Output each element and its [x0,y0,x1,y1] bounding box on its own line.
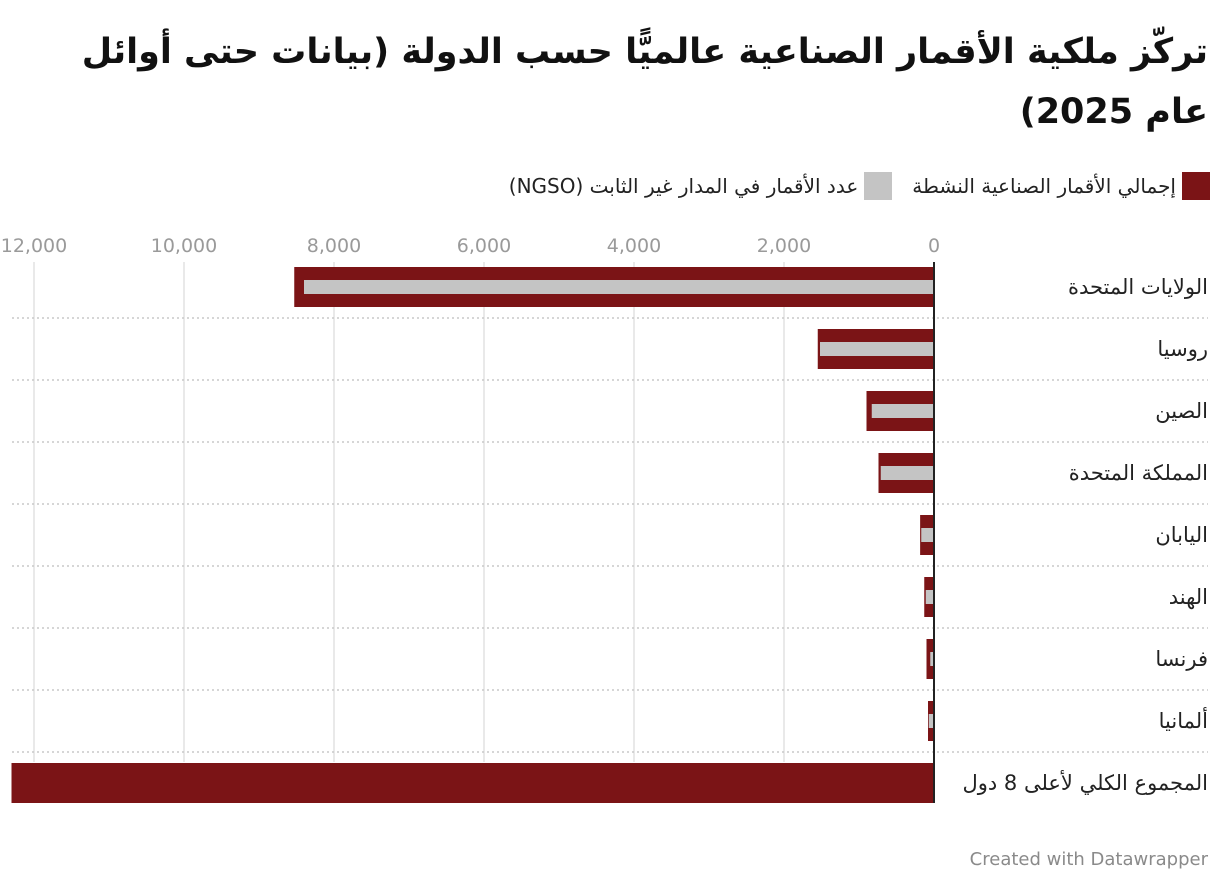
category-label: فرنسا [1155,647,1208,671]
x-tick-label: 0 [928,235,940,257]
category-label: اليابان [1155,523,1208,547]
bar-ngso [925,590,934,604]
legend-label-ngso: عدد الأقمار في المدار غير الثابت (NGSO) [508,174,859,198]
category-label: المملكة المتحدة [1069,461,1208,485]
category-label: الولايات المتحدة [1068,275,1208,299]
x-tick-label: 6,000 [457,235,511,257]
bar-ngso [304,280,934,294]
bar-ngso [930,652,934,666]
category-label: المجموع الكلي لأعلى 8 دول [962,770,1208,795]
legend-label-total: إجمالي الأقمار الصناعية النشطة [912,174,1176,198]
x-tick-label: 12,000 [1,235,67,257]
legend-swatch-ngso [864,172,893,200]
category-label: الهند [1169,585,1208,609]
x-tick-label: 4,000 [607,235,661,257]
legend-item-total: إجمالي الأقمار الصناعية النشطة [912,172,1210,200]
bar-ngso [921,528,934,542]
bar-ngso [928,714,934,728]
bar-ngso [880,466,934,480]
legend-item-ngso: عدد الأقمار في المدار غير الثابت (NGSO) [509,172,893,200]
category-label: ألمانيا [1159,707,1208,733]
legend: إجمالي الأقمار الصناعية النشطة عدد الأقم… [489,172,1210,200]
bar-total [11,763,934,803]
bar-ngso [820,342,934,356]
category-label: روسيا [1157,337,1208,361]
x-tick-label: 10,000 [151,235,217,257]
category-label: الصين [1155,399,1208,423]
chart-title: تركّز ملكية الأقمار الصناعية عالميًّا حس… [81,32,1208,132]
x-tick-label: 8,000 [307,235,361,257]
x-tick-label: 2,000 [757,235,811,257]
legend-swatch-total [1182,172,1210,200]
datawrapper-credit: Created with Datawrapper [969,849,1208,870]
bar-ngso [871,404,934,418]
